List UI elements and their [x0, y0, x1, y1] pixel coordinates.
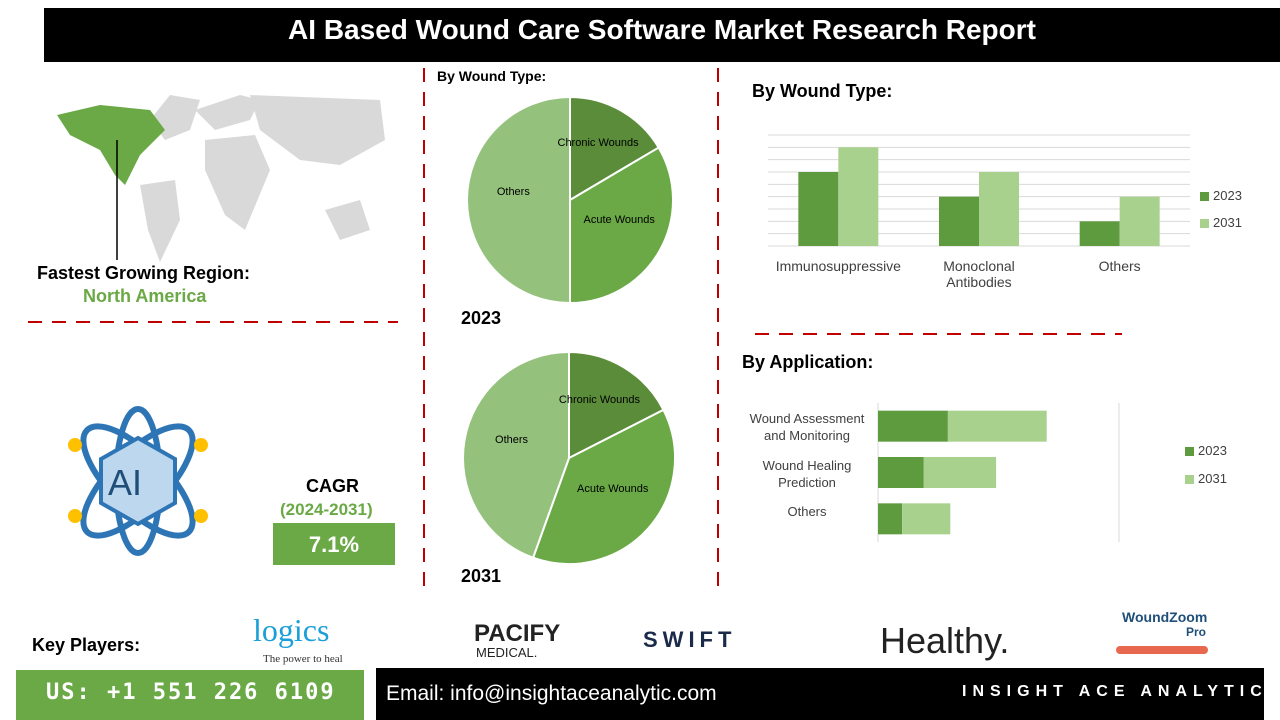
x-tick-label: Others — [1098, 258, 1141, 274]
header-title: AI Based Wound Care Software Market Rese… — [288, 14, 1036, 45]
pie-slice — [531, 408, 676, 565]
cagr-value: 7.1% — [308, 532, 360, 557]
legend-label: 2031 — [1198, 471, 1227, 486]
slice-label: Acute Wounds — [583, 214, 655, 227]
logo: Pro — [1186, 625, 1207, 639]
legend-label: 2023 — [1198, 443, 1227, 458]
slice-label: Chronic Wounds — [557, 136, 639, 149]
logo-bar — [1116, 646, 1208, 654]
logo: logics — [253, 612, 330, 648]
cagr-label: CAGR — [306, 476, 359, 496]
pie-slice — [569, 95, 661, 202]
logo: WoundZoom — [1122, 609, 1208, 625]
x-tick-label: Monoclonal Antibodies — [943, 258, 1015, 290]
world-map — [57, 95, 385, 262]
chart-title: By Application: — [742, 352, 874, 372]
logo: SWIFT — [643, 627, 737, 652]
legend-label: 2031 — [1213, 215, 1242, 230]
logo: Healthy. — [880, 620, 1010, 661]
pie-slice — [568, 350, 665, 460]
cagr-period: (2024-2031) — [280, 500, 373, 519]
bar — [902, 503, 951, 535]
bar — [1119, 196, 1160, 246]
pie-slice — [462, 350, 570, 560]
slice-label: Acute Wounds — [577, 482, 649, 495]
legend-swatch — [1200, 219, 1209, 228]
bar — [878, 503, 903, 535]
slice-label: Others — [496, 186, 530, 198]
bar — [878, 410, 948, 442]
region-value: North America — [83, 286, 207, 306]
pie-slice — [569, 146, 674, 305]
bar — [838, 147, 879, 246]
bar — [979, 172, 1019, 246]
legend-swatch — [1200, 192, 1209, 201]
chart-title: By Wound Type: — [752, 81, 893, 101]
pie-slice — [466, 95, 571, 305]
email: Email: info@insightaceanalytic.com — [386, 682, 717, 705]
x-tick-label: Immunosuppressive — [775, 258, 901, 274]
slice-label: Chronic Wounds — [558, 394, 641, 407]
logo: MEDICAL. — [476, 645, 538, 660]
legend-swatch — [1185, 447, 1194, 456]
y-tick-label: Wound Healing Prediction — [762, 457, 852, 490]
phone-box — [16, 670, 364, 720]
bar — [1079, 221, 1120, 246]
legend-swatch — [1185, 475, 1194, 484]
dividers — [28, 68, 1122, 590]
key-players-label: Key Players: — [32, 635, 141, 655]
bar — [947, 410, 1047, 442]
chart-subtitle: 2031 — [461, 566, 502, 586]
bar — [798, 172, 839, 246]
y-tick-label: Others — [787, 503, 827, 519]
legend-label: 2023 — [1213, 188, 1242, 203]
region-label: Fastest Growing Region: — [37, 263, 251, 283]
brand: INSIGHT ACE ANALYTIC — [962, 683, 1268, 700]
email-box — [376, 668, 1264, 720]
phone: US: +1 551 226 6109 — [46, 680, 336, 705]
icon-text: AI — [108, 462, 143, 503]
slice-label: Others — [495, 433, 529, 446]
ai-icon — [68, 406, 208, 556]
logo: PACIFY — [474, 620, 561, 647]
chart-title: By Wound Type: — [437, 68, 547, 84]
logo: The power to heal — [263, 653, 343, 665]
cagr-box — [273, 523, 395, 565]
bar — [923, 457, 997, 488]
bar — [878, 457, 924, 488]
header-bar — [44, 8, 1280, 62]
y-tick-label: Wound Assessment and Monitoring — [749, 411, 865, 444]
chart-subtitle: 2023 — [461, 308, 502, 328]
bar — [939, 196, 979, 246]
